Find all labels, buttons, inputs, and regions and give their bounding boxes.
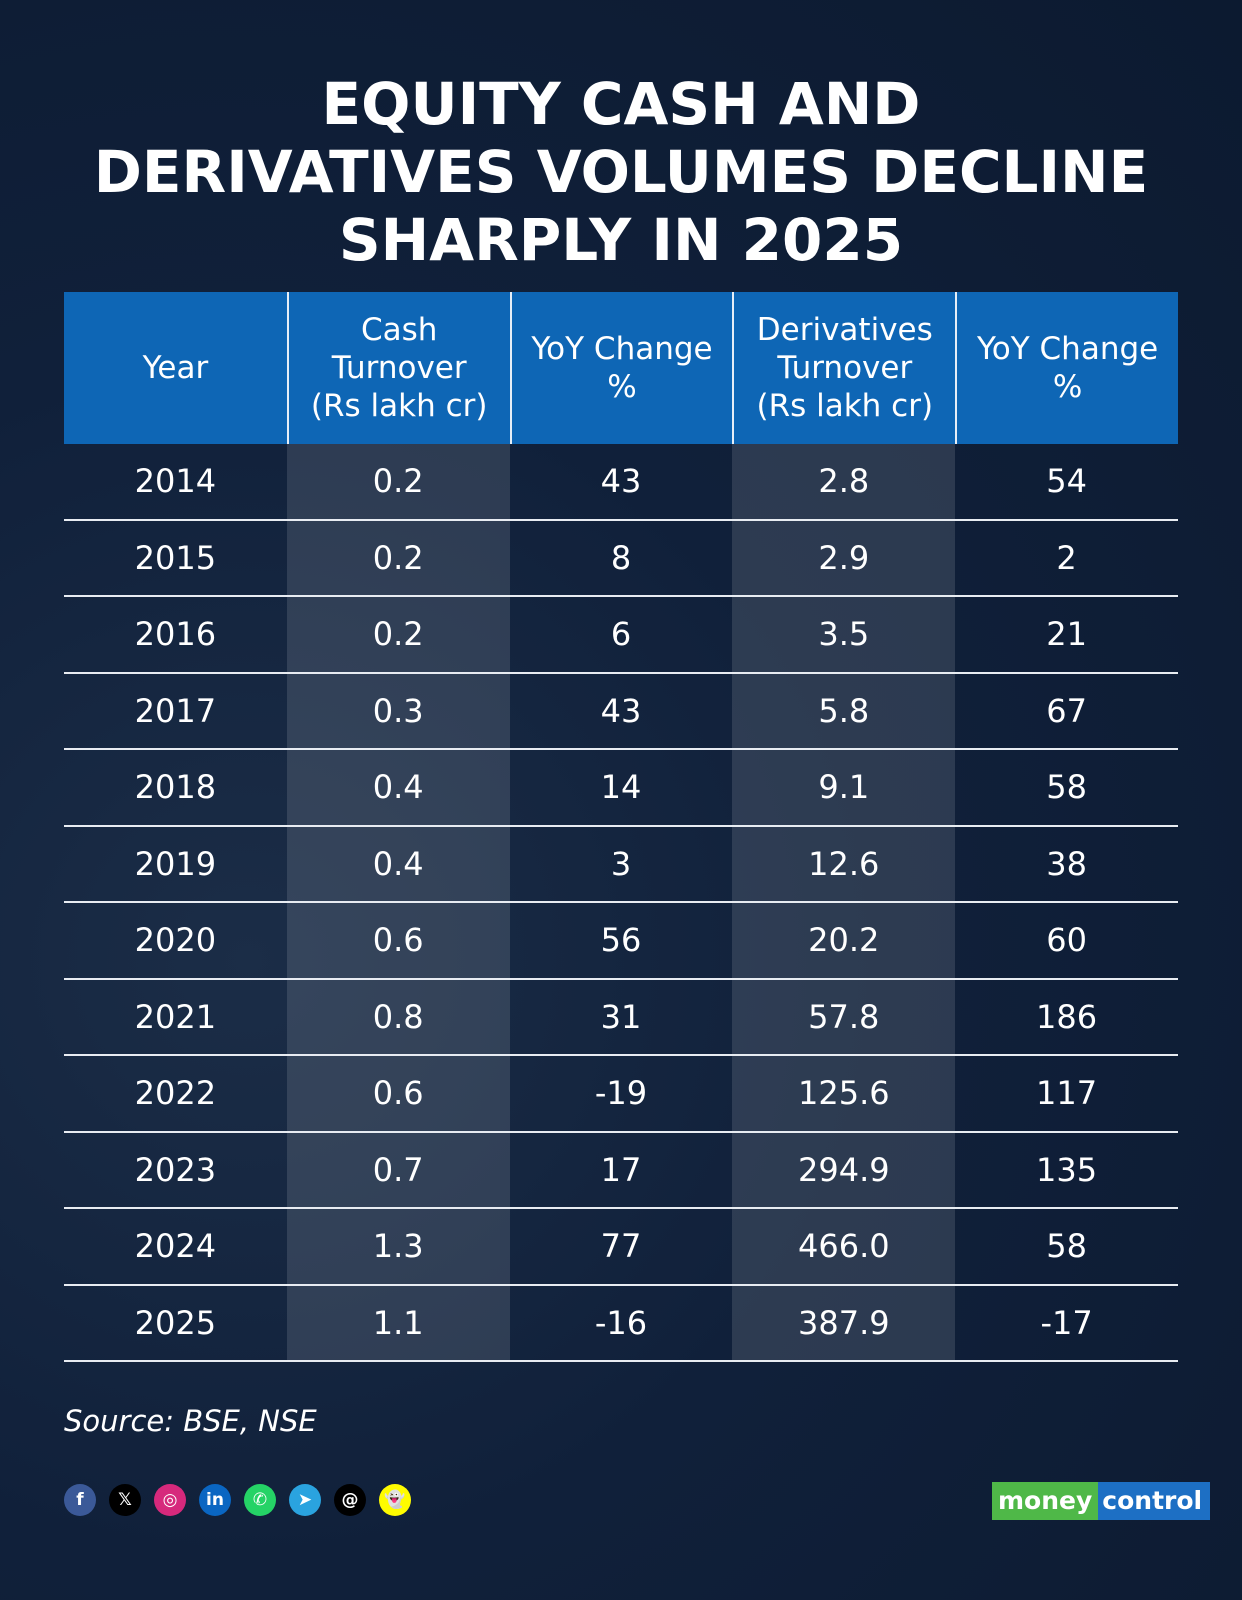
table-row: 2020 0.6 56 20.2 60 (64, 903, 1178, 980)
cell-derivatives-yoy: 67 (1046, 691, 1087, 730)
cell-cash-turnover: 0.2 (372, 462, 424, 501)
linkedin-icon: in (199, 1484, 231, 1516)
cell-derivatives-turnover: 9.1 (818, 768, 870, 807)
header-year: Year (142, 350, 209, 386)
table-row: 2014 0.2 43 2.8 54 (64, 444, 1178, 521)
turnover-table: Year Cash Turnover (Rs lakh cr) YoY Chan… (64, 292, 1178, 1362)
cell-derivatives-turnover: 12.6 (808, 844, 880, 883)
cell-cash-yoy: 8 (610, 538, 632, 577)
cell-cash-turnover: 0.4 (372, 844, 424, 883)
facebook-icon: f (64, 1484, 96, 1516)
cell-derivatives-turnover: 57.8 (808, 997, 880, 1036)
header-derivatives-turnover: Derivatives Turnover (Rs lakh cr) (732, 292, 955, 444)
cell-cash-yoy: -16 (594, 1303, 648, 1342)
cell-year: 2022 (134, 1074, 217, 1113)
cell-cash-turnover: 1.3 (372, 1227, 424, 1266)
cell-derivatives-turnover: 20.2 (808, 921, 880, 960)
cell-cash-yoy: 56 (600, 921, 642, 960)
cell-derivatives-yoy: 135 (1036, 1150, 1098, 1189)
cell-cash-turnover: 0.6 (372, 921, 424, 960)
cell-cash-turnover: 1.1 (372, 1303, 424, 1342)
column-shade-cash (286, 444, 510, 1362)
cell-year: 2019 (134, 844, 217, 883)
cell-year: 2020 (134, 921, 217, 960)
cell-derivatives-yoy: 117 (1036, 1074, 1098, 1113)
cell-cash-turnover: 0.7 (372, 1150, 424, 1189)
cell-year: 2018 (134, 768, 217, 807)
header-cash-turnover: Cash Turnover (Rs lakh cr) (286, 292, 510, 444)
cell-derivatives-yoy: 38 (1046, 844, 1087, 883)
header-cash-yoy: YoY Change % (509, 292, 733, 444)
cell-cash-turnover: 0.2 (372, 538, 424, 577)
cell-derivatives-yoy: 58 (1046, 768, 1087, 807)
column-shade-derivatives (732, 444, 956, 1362)
header-derivatives-yoy: YoY Change % (955, 292, 1178, 444)
cell-cash-turnover: 0.4 (372, 768, 424, 807)
cell-cash-yoy: 3 (610, 844, 632, 883)
table-row: 2018 0.4 14 9.1 58 (64, 750, 1178, 827)
cell-derivatives-yoy: 21 (1046, 615, 1087, 654)
cell-year: 2024 (134, 1227, 217, 1266)
title-line-3: SHARPLY IN 2025 (338, 206, 904, 274)
title-line-1: EQUITY CASH AND (321, 70, 921, 138)
table-row: 2021 0.8 31 57.8 186 (64, 980, 1178, 1056)
cell-derivatives-yoy: -17 (1040, 1303, 1093, 1342)
cell-year: 2023 (134, 1150, 217, 1189)
whatsapp-icon: ✆ (244, 1484, 276, 1516)
cell-cash-yoy: 31 (600, 997, 642, 1036)
cell-derivatives-turnover: 2.9 (818, 538, 870, 577)
table-row: 2016 0.2 6 3.5 21 (64, 597, 1178, 674)
cell-derivatives-yoy: 54 (1046, 462, 1087, 501)
cell-cash-turnover: 0.2 (372, 615, 424, 654)
x-icon: 𝕏 (109, 1484, 141, 1516)
snapchat-icon: 👻 (379, 1484, 411, 1516)
cell-year: 2015 (134, 538, 217, 577)
telegram-icon: ➤ (289, 1484, 321, 1516)
table-body: 2014 0.2 43 2.8 54 2015 0.2 8 2.9 2 2016 0.2 6 3.5 21 2… (64, 444, 1178, 1362)
cell-cash-yoy: 17 (600, 1150, 642, 1189)
table-row: 2019 0.4 3 12.6 38 (64, 827, 1178, 903)
instagram-icon: ◎ (154, 1484, 186, 1516)
logo-part-control: control (1098, 1482, 1211, 1520)
cell-derivatives-turnover: 294.9 (797, 1150, 890, 1189)
threads-icon: @ (334, 1484, 366, 1516)
cell-cash-yoy: 43 (600, 462, 642, 501)
cell-derivatives-yoy: 186 (1036, 997, 1098, 1036)
cell-year: 2021 (134, 997, 217, 1036)
moneycontrol-logo: money control (992, 1482, 1211, 1520)
table-row: 2024 1.3 77 466.0 58 (64, 1209, 1178, 1286)
cell-cash-turnover: 0.8 (372, 997, 424, 1036)
cell-derivatives-yoy: 2 (1056, 538, 1077, 577)
cell-cash-yoy: -19 (594, 1074, 648, 1113)
logo-part-money: money (992, 1482, 1099, 1520)
cell-derivatives-turnover: 125.6 (797, 1074, 890, 1113)
table-row: 2017 0.3 43 5.8 67 (64, 674, 1178, 750)
table-row: 2025 1.1 -16 387.9 -17 (64, 1286, 1178, 1362)
cell-year: 2014 (134, 462, 217, 501)
table-header: Year Cash Turnover (Rs lakh cr) YoY Chan… (64, 292, 1178, 444)
cell-derivatives-yoy: 60 (1046, 921, 1087, 960)
cell-cash-yoy: 14 (600, 768, 642, 807)
table-row: 2015 0.2 8 2.9 2 (64, 521, 1178, 597)
cell-cash-yoy: 77 (600, 1227, 642, 1266)
cell-derivatives-turnover: 3.5 (818, 615, 870, 654)
cell-derivatives-turnover: 5.8 (818, 691, 870, 730)
cell-cash-turnover: 0.6 (372, 1074, 424, 1113)
cell-cash-turnover: 0.3 (372, 691, 424, 730)
cell-cash-yoy: 6 (610, 615, 632, 654)
cell-derivatives-turnover: 466.0 (797, 1227, 890, 1266)
table-row: 2023 0.7 17 294.9 135 (64, 1133, 1178, 1209)
cell-year: 2017 (134, 691, 217, 730)
title-line-2: DERIVATIVES VOLUMES DECLINE (93, 138, 1149, 206)
cell-year: 2016 (134, 615, 217, 654)
cell-cash-yoy: 43 (600, 691, 642, 730)
cell-year: 2025 (134, 1303, 217, 1342)
social-icons: f 𝕏 ◎ in ✆ ➤ @ 👻 (64, 1484, 411, 1516)
cell-derivatives-turnover: 387.9 (797, 1303, 890, 1342)
source-note: Source: BSE, NSE (64, 1404, 317, 1438)
table-row: 2022 0.6 -19 125.6 117 (64, 1056, 1178, 1133)
page-title: EQUITY CASH AND DERIVATIVES VOLUMES DECL… (0, 70, 1242, 274)
cell-derivatives-yoy: 58 (1046, 1227, 1087, 1266)
cell-derivatives-turnover: 2.8 (818, 462, 870, 501)
